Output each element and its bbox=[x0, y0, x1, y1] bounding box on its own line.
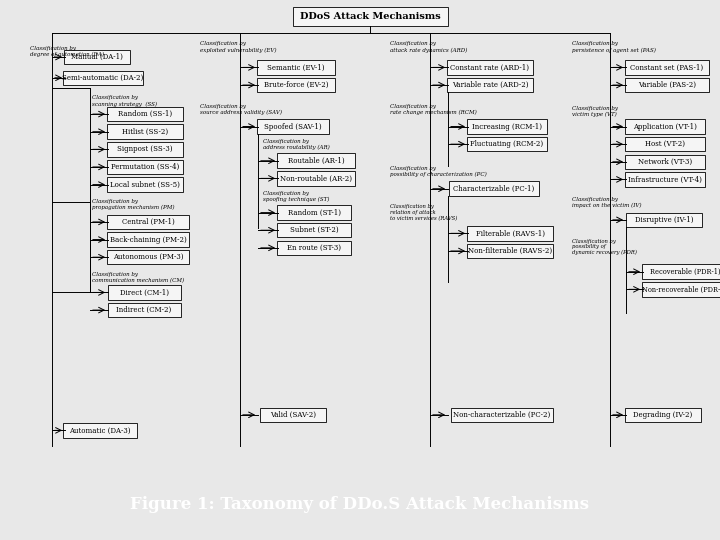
Text: Constant rate (ARD-1): Constant rate (ARD-1) bbox=[451, 63, 529, 71]
Text: Fluctuating (RCM-2): Fluctuating (RCM-2) bbox=[470, 140, 544, 148]
FancyBboxPatch shape bbox=[257, 119, 329, 134]
Text: Variable rate (ARD-2): Variable rate (ARD-2) bbox=[451, 81, 528, 89]
FancyBboxPatch shape bbox=[277, 223, 351, 238]
FancyBboxPatch shape bbox=[257, 78, 335, 92]
FancyBboxPatch shape bbox=[277, 241, 351, 255]
FancyBboxPatch shape bbox=[107, 177, 183, 192]
Text: Random (ST-1): Random (ST-1) bbox=[287, 208, 341, 217]
FancyBboxPatch shape bbox=[277, 153, 355, 168]
FancyBboxPatch shape bbox=[625, 154, 705, 169]
FancyBboxPatch shape bbox=[277, 171, 355, 186]
Text: Manual (DA-1): Manual (DA-1) bbox=[71, 53, 123, 61]
Text: Subnet (ST-2): Subnet (ST-2) bbox=[289, 226, 338, 234]
Text: Classification by
rate change mechanism (RCM): Classification by rate change mechanism … bbox=[390, 104, 477, 115]
FancyBboxPatch shape bbox=[449, 181, 539, 196]
Text: Variable (PAS-2): Variable (PAS-2) bbox=[638, 81, 696, 89]
Text: Infrastructure (VT-4): Infrastructure (VT-4) bbox=[628, 176, 702, 184]
FancyBboxPatch shape bbox=[107, 215, 189, 229]
Text: Back-chaining (PM-2): Back-chaining (PM-2) bbox=[109, 235, 186, 244]
FancyBboxPatch shape bbox=[107, 285, 181, 300]
Text: Spoofed (SAV-1): Spoofed (SAV-1) bbox=[264, 123, 322, 131]
FancyBboxPatch shape bbox=[107, 250, 189, 265]
Text: Indirect (CM-2): Indirect (CM-2) bbox=[117, 306, 171, 314]
Text: Constant set (PAS-1): Constant set (PAS-1) bbox=[631, 63, 703, 71]
Text: Autonomous (PM-3): Autonomous (PM-3) bbox=[113, 253, 184, 261]
Text: Non-characterizable (PC-2): Non-characterizable (PC-2) bbox=[454, 411, 551, 419]
FancyBboxPatch shape bbox=[107, 107, 183, 122]
Text: Host (VT-2): Host (VT-2) bbox=[645, 140, 685, 148]
Text: Network (VT-3): Network (VT-3) bbox=[638, 158, 692, 166]
FancyBboxPatch shape bbox=[626, 213, 702, 227]
Text: Characterizable (PC-1): Characterizable (PC-1) bbox=[454, 185, 535, 193]
FancyBboxPatch shape bbox=[625, 60, 709, 75]
FancyBboxPatch shape bbox=[257, 60, 335, 75]
FancyBboxPatch shape bbox=[447, 78, 533, 92]
Text: Disruptive (IV-1): Disruptive (IV-1) bbox=[635, 216, 693, 224]
Text: Routable (AR-1): Routable (AR-1) bbox=[288, 157, 344, 165]
FancyBboxPatch shape bbox=[63, 423, 137, 437]
Text: Classification by
address routability (AR): Classification by address routability (A… bbox=[263, 139, 330, 150]
FancyBboxPatch shape bbox=[451, 408, 553, 422]
FancyBboxPatch shape bbox=[467, 137, 547, 151]
Text: Brute-force (EV-2): Brute-force (EV-2) bbox=[264, 81, 328, 89]
FancyBboxPatch shape bbox=[625, 119, 705, 134]
FancyBboxPatch shape bbox=[107, 142, 183, 157]
Text: Recoverable (PDR-1): Recoverable (PDR-1) bbox=[649, 268, 720, 276]
Text: Classification by
scanning strategy  (SS): Classification by scanning strategy (SS) bbox=[92, 96, 157, 106]
Text: Semantic (EV-1): Semantic (EV-1) bbox=[267, 63, 325, 71]
Text: Classification by
impact on the victim (IV): Classification by impact on the victim (… bbox=[572, 197, 642, 208]
Text: Classification by
communication mechanism (CM): Classification by communication mechanis… bbox=[92, 272, 184, 282]
FancyBboxPatch shape bbox=[64, 50, 130, 64]
Text: Filterable (RAVS-1): Filterable (RAVS-1) bbox=[475, 230, 544, 238]
Text: Central (PM-1): Central (PM-1) bbox=[122, 218, 174, 226]
FancyBboxPatch shape bbox=[260, 408, 326, 422]
Text: Classification by
source address validity (SAV): Classification by source address validit… bbox=[200, 104, 282, 115]
FancyBboxPatch shape bbox=[277, 205, 351, 220]
FancyBboxPatch shape bbox=[625, 172, 705, 187]
Text: DDoS Attack Mechanisms: DDoS Attack Mechanisms bbox=[300, 12, 441, 21]
Text: Classification by
possibility of characterization (PC): Classification by possibility of charact… bbox=[390, 166, 487, 177]
Text: En route (ST-3): En route (ST-3) bbox=[287, 244, 341, 252]
Text: Valid (SAV-2): Valid (SAV-2) bbox=[270, 411, 316, 419]
Text: Non-filterable (RAVS-2): Non-filterable (RAVS-2) bbox=[468, 247, 552, 255]
Text: Figure 1: Taxonomy of DDo.S Attack Mechanisms: Figure 1: Taxonomy of DDo.S Attack Mecha… bbox=[130, 496, 590, 514]
Text: Application (VT-1): Application (VT-1) bbox=[633, 123, 697, 131]
FancyBboxPatch shape bbox=[625, 78, 709, 92]
FancyBboxPatch shape bbox=[467, 244, 553, 258]
Text: Classification by
possibility of
dynamic recovery (PDR): Classification by possibility of dynamic… bbox=[572, 239, 637, 255]
FancyBboxPatch shape bbox=[107, 124, 183, 139]
Text: Random (SS-1): Random (SS-1) bbox=[118, 110, 172, 118]
Text: Local subnet (SS-5): Local subnet (SS-5) bbox=[110, 180, 180, 188]
FancyBboxPatch shape bbox=[625, 137, 705, 151]
Text: Classification by
degree of automation (DA): Classification by degree of automation (… bbox=[30, 45, 104, 57]
Text: Automatic (DA-3): Automatic (DA-3) bbox=[69, 427, 131, 434]
Text: Degrading (IV-2): Degrading (IV-2) bbox=[634, 411, 693, 419]
Text: Classification by
victim type (VT): Classification by victim type (VT) bbox=[572, 106, 618, 117]
Text: Direct (CM-1): Direct (CM-1) bbox=[120, 288, 168, 296]
Text: Classification by
relation of attack
to victim services (RAVS): Classification by relation of attack to … bbox=[390, 204, 457, 221]
Text: Semi-automatic (DA-2): Semi-automatic (DA-2) bbox=[63, 74, 143, 82]
FancyBboxPatch shape bbox=[625, 408, 701, 422]
FancyBboxPatch shape bbox=[447, 60, 533, 75]
FancyBboxPatch shape bbox=[107, 160, 183, 174]
FancyBboxPatch shape bbox=[467, 119, 547, 134]
Text: Classification by
exploited vulnerability (EV): Classification by exploited vulnerabilit… bbox=[200, 42, 276, 52]
FancyBboxPatch shape bbox=[642, 265, 720, 279]
FancyBboxPatch shape bbox=[642, 282, 720, 296]
FancyBboxPatch shape bbox=[63, 71, 143, 85]
Text: Non-routable (AR-2): Non-routable (AR-2) bbox=[280, 174, 352, 183]
Text: Classification by
attack rate dynamics (ARD): Classification by attack rate dynamics (… bbox=[390, 42, 467, 52]
Text: Classification by
persistence of agent set (PAS): Classification by persistence of agent s… bbox=[572, 42, 656, 52]
FancyBboxPatch shape bbox=[467, 226, 553, 241]
Text: Classification by
propagation mechanism (PM): Classification by propagation mechanism … bbox=[92, 199, 174, 210]
Text: Hitlist (SS-2): Hitlist (SS-2) bbox=[122, 127, 168, 136]
Text: Signpost (SS-3): Signpost (SS-3) bbox=[117, 145, 173, 153]
FancyBboxPatch shape bbox=[107, 232, 189, 247]
Text: Increasing (RCM-1): Increasing (RCM-1) bbox=[472, 123, 542, 131]
FancyBboxPatch shape bbox=[292, 7, 448, 26]
FancyBboxPatch shape bbox=[107, 303, 181, 318]
Text: Permutation (SS-4): Permutation (SS-4) bbox=[111, 163, 179, 171]
Text: Non-recoverable (PDR-2): Non-recoverable (PDR-2) bbox=[642, 285, 720, 293]
Text: Classification by
spoofing technique (ST): Classification by spoofing technique (ST… bbox=[263, 191, 329, 202]
